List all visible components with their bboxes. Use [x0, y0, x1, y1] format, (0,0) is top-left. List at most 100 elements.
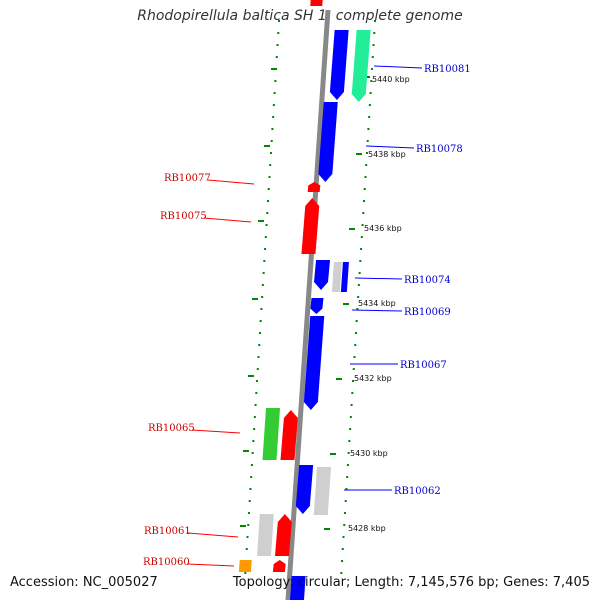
gene-grey: [331, 262, 342, 292]
guide-dot: [260, 308, 263, 310]
guide-dot: [365, 164, 368, 166]
guide-dot: [351, 392, 354, 394]
gene-label-left: RB10077: [164, 173, 211, 184]
guide-dot: [264, 236, 267, 238]
gene-red: [310, 0, 323, 6]
guide-dot: [264, 248, 267, 250]
guide-dot: [276, 44, 279, 46]
guide-dot: [349, 428, 352, 430]
leader-line: [351, 309, 403, 312]
guide-dot: [277, 32, 280, 34]
gene-label-right: RB10067: [400, 360, 447, 371]
guide-dot: [371, 56, 374, 58]
leader-line: [365, 145, 415, 149]
tick-label: 5436 kbp: [364, 224, 402, 233]
gene-label-right: RB10069: [404, 307, 451, 318]
guide-dot: [253, 416, 256, 418]
guide-dot: [262, 272, 265, 274]
guide-dot: [266, 212, 269, 214]
gene-label-right: RB10081: [424, 64, 471, 75]
guide-dot: [359, 260, 362, 262]
guide-dot: [246, 536, 249, 538]
guide-dot: [270, 140, 273, 142]
leader-line: [187, 532, 239, 538]
gene-grey: [256, 514, 274, 556]
guide-dot: [366, 140, 369, 142]
tick-label: 5428 kbp: [348, 524, 386, 533]
guide-dot: [272, 104, 275, 106]
kbp-ticks: 5440 kbp 5438 kbp 5436 kbp 5434 kbp 5432 kbp…: [348, 75, 410, 533]
map-title: Rhodopirellula baltica SH 1, complete ge…: [137, 8, 463, 24]
leader-line: [191, 429, 241, 434]
guide-dot: [369, 92, 372, 94]
guide-dot: [352, 368, 355, 370]
guide-dot: [247, 512, 250, 514]
guide-dot: [365, 152, 368, 154]
guide-dot: [258, 344, 261, 346]
gene-red: [301, 198, 320, 254]
tick-label: 5440 kbp: [372, 75, 410, 84]
guide-dot: [354, 344, 357, 346]
guide-dot: [251, 452, 254, 454]
guide-dot: [360, 248, 363, 250]
guide-dot: [362, 212, 365, 214]
guide-dot: [348, 440, 351, 442]
gene-red: [280, 410, 298, 460]
gene-features: [238, 0, 371, 600]
guide-dot: [363, 188, 366, 190]
guide-dot: [341, 548, 344, 550]
guide-dot: [360, 236, 363, 238]
guide-dot: [257, 356, 260, 358]
gene-blue: [290, 576, 306, 600]
accession-text: Accession: NC_005027: [10, 575, 158, 590]
gene-green: [262, 408, 281, 460]
guide-dot: [253, 428, 256, 430]
guide-dot: [250, 464, 253, 466]
tick-label: 5434 kbp: [358, 299, 396, 308]
leader-line: [354, 277, 403, 280]
guide-dash: [356, 153, 362, 155]
guide-dot: [248, 500, 251, 502]
tick-label: 5438 kbp: [368, 150, 406, 159]
guide-dot: [267, 188, 270, 190]
guide-dot: [354, 332, 357, 334]
guide-dot: [269, 152, 272, 154]
gene-blue: [303, 316, 325, 410]
leader-line: [203, 217, 252, 223]
gene-red: [274, 514, 292, 556]
guide-dot: [343, 524, 346, 526]
gene-red: [272, 560, 286, 572]
guide-dash: [324, 528, 330, 530]
guide-dot: [352, 380, 355, 382]
guide-dot: [357, 296, 360, 298]
gene-blue: [314, 260, 331, 290]
guide-dot: [263, 260, 266, 262]
guide-dot: [247, 524, 250, 526]
guide-dot: [252, 440, 255, 442]
gene-label-left: RB10061: [144, 526, 191, 537]
guide-dot: [364, 176, 367, 178]
gene-red: [307, 182, 321, 192]
guide-dot: [244, 572, 247, 574]
guide-dash: [258, 220, 264, 222]
guide-dash: [336, 378, 342, 380]
guide-dash: [330, 453, 336, 455]
guide-dot: [373, 32, 376, 34]
guide-dot: [342, 536, 345, 538]
guide-dot: [374, 20, 376, 22]
left-dotted-guide: [240, 20, 280, 574]
gene-label-right: RB10074: [404, 275, 451, 286]
genome-summary-text: Topology: circular; Length: 7,145,576 bp…: [232, 575, 590, 590]
guide-dot: [255, 392, 258, 394]
guide-dot: [250, 476, 253, 478]
guide-dot: [358, 272, 361, 274]
guide-dash: [248, 375, 254, 377]
guide-dot: [344, 500, 347, 502]
guide-dot: [356, 308, 359, 310]
guide-dash: [243, 450, 249, 452]
guide-dash: [264, 145, 270, 147]
guide-dot: [249, 488, 252, 490]
gene-teal: [351, 30, 371, 102]
guide-dot: [346, 464, 349, 466]
